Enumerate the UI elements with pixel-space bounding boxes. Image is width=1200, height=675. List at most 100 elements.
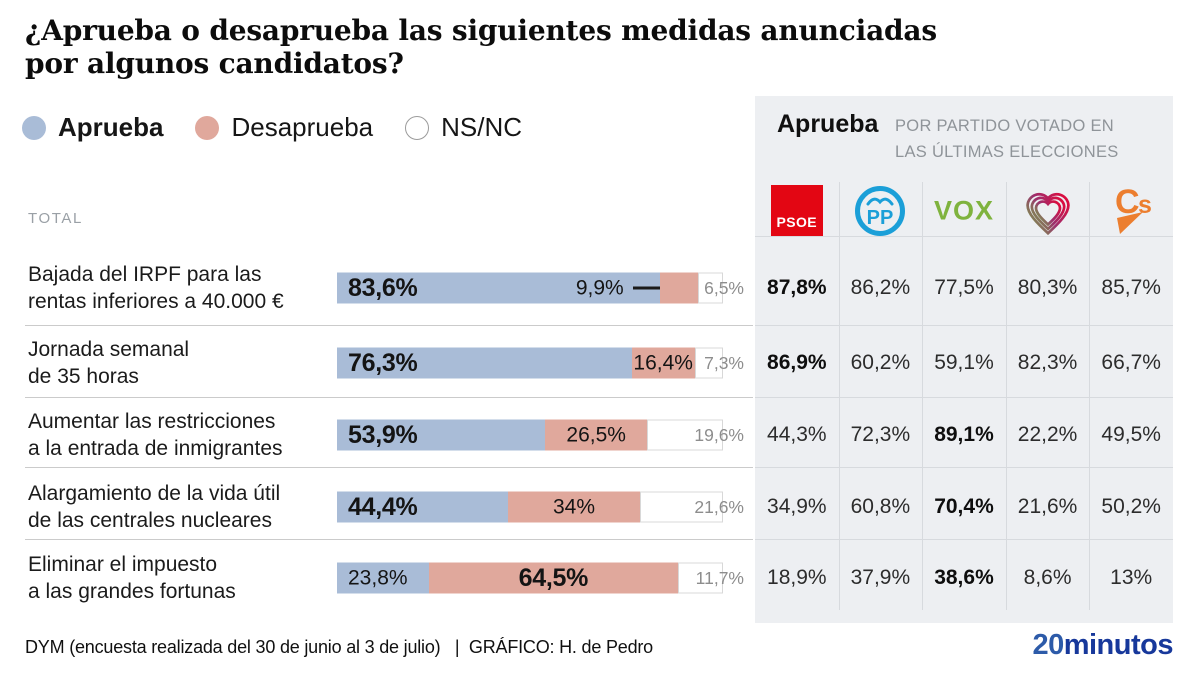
value-desaprueba: 34% xyxy=(552,495,595,518)
stacked-bar: 44,4% 34% 21,6% xyxy=(337,491,744,523)
party-value-vox: 70,4% xyxy=(934,495,994,518)
value-desaprueba: 16,4% xyxy=(633,351,693,374)
party-value-podemos: 82,3% xyxy=(1017,351,1078,374)
divider xyxy=(25,325,753,326)
dash-connector-icon xyxy=(632,286,660,290)
measure-row: Eliminar el impuesto a las grandes fortu… xyxy=(0,542,1200,614)
divider xyxy=(1089,182,1091,610)
measure-label: Alargamiento de la vida útil de las cent… xyxy=(28,482,281,532)
party-value-cs: 50,2% xyxy=(1101,495,1161,518)
divider xyxy=(755,236,1173,237)
svg-text:PP: PP xyxy=(867,207,894,229)
bar-segment-aprueba xyxy=(337,347,632,379)
vox-logo-icon: VOX xyxy=(934,196,994,227)
measure-row: Alargamiento de la vida útil de las cent… xyxy=(0,471,1200,543)
divider xyxy=(755,467,1173,468)
party-value-podemos: 22,2% xyxy=(1017,423,1078,446)
legend-swatch-desaprueba-icon xyxy=(195,115,220,140)
20minutos-logo: 20minutos xyxy=(1032,629,1173,662)
value-nsnc: 7,3% xyxy=(704,352,744,373)
party-value-psoe: 44,3% xyxy=(767,423,827,446)
party-value-podemos: 21,6% xyxy=(1017,495,1078,518)
party-cells: 87,8% 86,2% 77,5% 80,3% 85,7% xyxy=(755,252,1173,324)
legend-label-aprueba: Aprueba xyxy=(58,112,164,142)
bar-segment-desaprueba xyxy=(631,347,695,379)
divider xyxy=(755,325,1173,326)
bar-segment-aprueba xyxy=(337,491,509,523)
measure-label: Aumentar las restricciones a la entrada … xyxy=(28,410,283,460)
stacked-bar: 23,8% 64,5% 11,7% xyxy=(337,562,744,594)
legend-swatch-aprueba-icon xyxy=(22,115,46,140)
party-value-psoe: 18,9% xyxy=(767,566,827,589)
divider xyxy=(1005,182,1007,610)
bar-segment-nsnc xyxy=(639,491,723,523)
brand-part-20: 20 xyxy=(1032,629,1064,661)
party-value-vox: 77,5% xyxy=(934,276,994,299)
stacked-bar: 76,3% 16,4% 7,3% xyxy=(337,347,744,379)
party-value-vox: 38,6% xyxy=(934,566,994,589)
party-panel: Aprueba POR PARTIDO VOTADO EN LAS ÚLTIMA… xyxy=(755,96,1173,623)
bar-segment-aprueba xyxy=(337,562,429,594)
podemos-logo-icon xyxy=(1019,182,1077,240)
party-value-pp: 60,2% xyxy=(850,351,911,374)
ciudadanos-logo-icon: C s xyxy=(1103,183,1159,239)
divider xyxy=(25,397,753,398)
value-nsnc: 21,6% xyxy=(694,496,744,517)
divider xyxy=(755,397,1173,398)
party-value-podemos: 8,6% xyxy=(1023,566,1072,589)
value-aprueba: 83,6% xyxy=(348,273,418,302)
party-value-cs: 66,7% xyxy=(1101,351,1161,374)
panel-subtitle: POR PARTIDO VOTADO EN LAS ÚLTIMAS ELECCI… xyxy=(895,117,1119,161)
divider xyxy=(922,182,924,610)
bar-segment-desaprueba xyxy=(508,491,640,523)
divider xyxy=(838,182,840,610)
value-desaprueba: 26,5% xyxy=(566,423,626,446)
source-credit: DYM (encuesta realizada del 30 de junio … xyxy=(25,637,653,657)
divider xyxy=(25,539,753,540)
brand-part-minutos: minutos xyxy=(1063,629,1174,661)
party-value-pp: 72,3% xyxy=(850,423,911,446)
party-value-vox: 59,1% xyxy=(934,351,994,374)
value-aprueba: 44,4% xyxy=(348,492,418,521)
value-nsnc: 6,5% xyxy=(704,277,744,298)
vox-logo-text: VOX xyxy=(933,195,995,226)
party-value-pp: 60,8% xyxy=(850,495,911,518)
party-value-pp: 37,9% xyxy=(850,566,911,589)
bar-segment-aprueba xyxy=(337,419,546,451)
party-value-cs: 13% xyxy=(1110,566,1153,589)
stacked-bar: 83,6% 9,9% 6,5% xyxy=(337,272,744,304)
measure-row: Jornada semanal de 35 horas 76,3% 16,4% … xyxy=(0,327,1200,399)
bar-segment-desaprueba xyxy=(428,562,678,594)
total-label: TOTAL xyxy=(28,210,83,227)
bar-segment-nsnc xyxy=(677,562,723,594)
party-cells: 86,9% 60,2% 59,1% 82,3% 66,7% xyxy=(755,327,1173,399)
divider xyxy=(25,467,753,468)
value-desaprueba: 64,5% xyxy=(518,563,589,592)
psoe-logo-text: PSOE xyxy=(776,214,818,230)
page-title: ¿Aprueba o desaprueba las siguientes med… xyxy=(25,14,937,80)
legend-item-aprueba: Aprueba xyxy=(22,112,163,143)
value-nsnc: 19,6% xyxy=(694,424,744,445)
party-value-cs: 49,5% xyxy=(1101,423,1161,446)
measure-label: Bajada del IRPF para las rentas inferior… xyxy=(28,263,284,313)
party-value-vox: 89,1% xyxy=(934,423,994,446)
party-value-pp: 86,2% xyxy=(850,276,911,299)
divider xyxy=(755,539,1173,540)
svg-text:s: s xyxy=(1138,191,1152,219)
party-value-psoe: 86,9% xyxy=(767,351,827,374)
party-cells: 18,9% 37,9% 38,6% 8,6% 13% xyxy=(755,542,1173,614)
legend-swatch-nsnc-icon xyxy=(405,115,430,140)
value-aprueba: 53,9% xyxy=(348,420,418,449)
stacked-bar: 53,9% 26,5% 19,6% xyxy=(337,419,744,451)
party-value-podemos: 80,3% xyxy=(1017,276,1078,299)
bar-segment-desaprueba xyxy=(545,419,648,451)
party-value-psoe: 87,8% xyxy=(767,276,827,299)
panel-title: Aprueba xyxy=(777,110,879,138)
party-cells: 44,3% 72,3% 89,1% 22,2% 49,5% xyxy=(755,399,1173,471)
psoe-logo-icon: PSOE xyxy=(770,185,823,237)
bar-segment-desaprueba xyxy=(659,272,698,304)
bar-segment-nsnc xyxy=(697,272,723,304)
value-nsnc: 11,7% xyxy=(695,567,744,588)
measure-row: Bajada del IRPF para las rentas inferior… xyxy=(0,252,1200,324)
